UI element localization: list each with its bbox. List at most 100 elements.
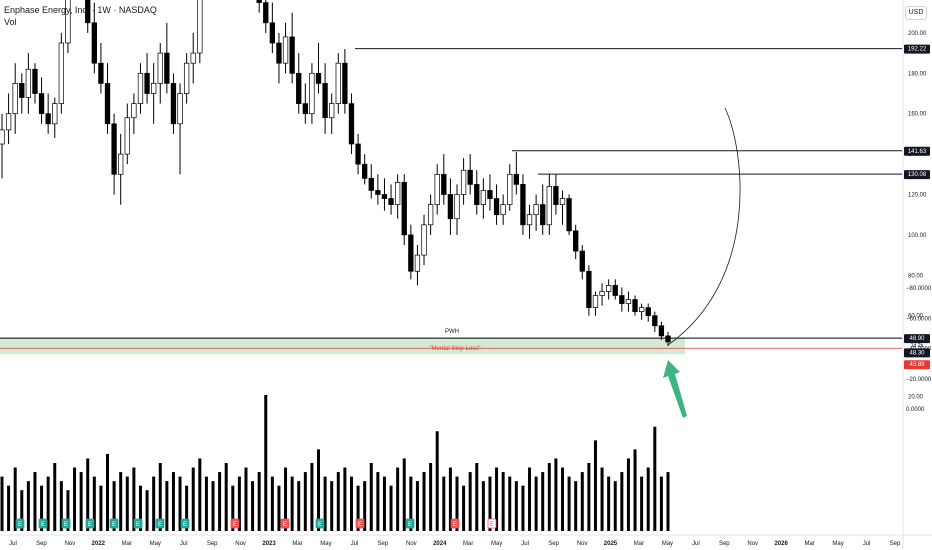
time-tick-label: Sep	[36, 541, 47, 547]
candle-body	[335, 62, 341, 104]
last-price-tag-label: 48.30	[909, 350, 925, 356]
earnings-marker-label: E	[318, 522, 322, 528]
volume-bar	[534, 476, 538, 531]
volume-bar	[363, 481, 367, 531]
earnings-marker-label: E	[283, 522, 287, 528]
volume-bar	[468, 472, 472, 531]
time-tick-label: Nov	[577, 541, 588, 547]
volume-bar	[659, 476, 663, 531]
volume-label[interactable]: Vol	[4, 17, 17, 27]
earnings-marker	[133, 518, 143, 529]
time-tick-label: Mar	[292, 541, 302, 547]
candle-body	[658, 325, 665, 337]
candle-body	[408, 234, 414, 272]
volume-bar	[462, 485, 466, 531]
volume-bar	[389, 485, 393, 531]
time-tick-label: 2025	[604, 541, 618, 547]
candle-body	[652, 315, 658, 327]
volume-bar	[20, 490, 24, 531]
volume-bar	[580, 472, 584, 531]
volume-bar	[666, 472, 670, 531]
candle-body	[12, 83, 18, 115]
candle-body	[85, 0, 91, 24]
earnings-marker	[315, 518, 325, 529]
volume-bar	[547, 463, 551, 531]
volume-bar	[277, 485, 281, 531]
candle-body	[131, 103, 137, 119]
candle-body	[111, 123, 117, 175]
candle-body	[91, 22, 97, 64]
candle-body	[52, 103, 58, 125]
candle-body	[296, 72, 302, 104]
time-tick-label: Mar	[122, 541, 132, 547]
volume-bar	[317, 449, 321, 531]
time-tick-label: Sep	[207, 541, 218, 547]
mental-stop-text: "Mental Stop-Loss"	[430, 346, 481, 352]
volume-bar	[185, 485, 189, 531]
candle-body	[520, 184, 526, 226]
time-tick-label: May	[491, 541, 502, 547]
pwh-tag-label: 48.90	[909, 336, 925, 342]
currency-button[interactable]: USD	[905, 6, 927, 20]
candle-body	[645, 307, 651, 317]
time-tick-label: Jul	[180, 541, 188, 547]
volume-bar	[33, 472, 37, 531]
volume-bar	[528, 467, 532, 531]
earnings-marker	[85, 518, 95, 529]
bar-countdown: 1d 2h	[911, 343, 924, 349]
candle-body	[289, 36, 295, 74]
candle-body	[394, 182, 401, 205]
symbol-title[interactable]: Enphase Energy, Inc. · 1W · NASDAQ	[4, 5, 157, 15]
volume-bar	[521, 485, 525, 531]
earnings-marker-label: E	[64, 522, 68, 528]
candle-body	[421, 224, 427, 256]
level-tag-label: 130.08	[908, 172, 927, 178]
candle-body	[579, 250, 585, 272]
candle-body	[276, 42, 282, 64]
time-tick-label: Mar	[463, 541, 473, 547]
time-tick-label: Jul	[351, 541, 359, 547]
earnings-marker	[450, 518, 460, 529]
chart-legend: Enphase Energy, Inc. · 1W · NASDAQ Vol	[4, 4, 157, 28]
volume-bar	[593, 440, 597, 531]
volume-bar	[171, 472, 175, 531]
earnings-marker	[15, 518, 25, 529]
time-tick-label: May	[150, 541, 161, 547]
time-tick-label: Jul	[863, 541, 871, 547]
volume-bar	[46, 476, 50, 531]
volume-bar	[640, 476, 644, 531]
volume-bar	[336, 472, 340, 531]
earnings-marker	[230, 518, 240, 529]
candle-body	[302, 103, 308, 115]
candle-body	[375, 190, 381, 195]
earnings-marker-label: E	[112, 522, 116, 528]
candle-body	[447, 194, 454, 220]
volume-bar	[402, 458, 406, 531]
earnings-marker	[38, 518, 48, 529]
candle-body	[355, 143, 361, 165]
projection-arc	[667, 107, 741, 346]
candle-body	[19, 83, 25, 98]
candle-body	[104, 83, 111, 125]
candle-body	[612, 285, 618, 296]
volume-bar	[376, 472, 380, 531]
volume-bar	[495, 467, 499, 531]
candle-body	[362, 163, 368, 179]
volume-bar	[138, 485, 142, 531]
candle-body	[605, 285, 612, 292]
volume-bar	[508, 476, 512, 531]
volume-bar	[501, 472, 505, 531]
volume-bar	[382, 476, 386, 531]
earnings-marker-label: E	[183, 522, 187, 528]
candle-body	[632, 299, 638, 313]
volume-bar	[40, 485, 44, 531]
candle-body	[144, 72, 150, 94]
candle-body	[533, 204, 539, 216]
price-tick-label: 100.00	[908, 233, 927, 239]
price-tick-label: 60.00	[908, 314, 924, 320]
earnings-marker	[155, 518, 165, 529]
volume-tick-label: −80.0000	[906, 286, 932, 292]
candle-body	[493, 198, 500, 216]
candle-body	[38, 93, 45, 115]
